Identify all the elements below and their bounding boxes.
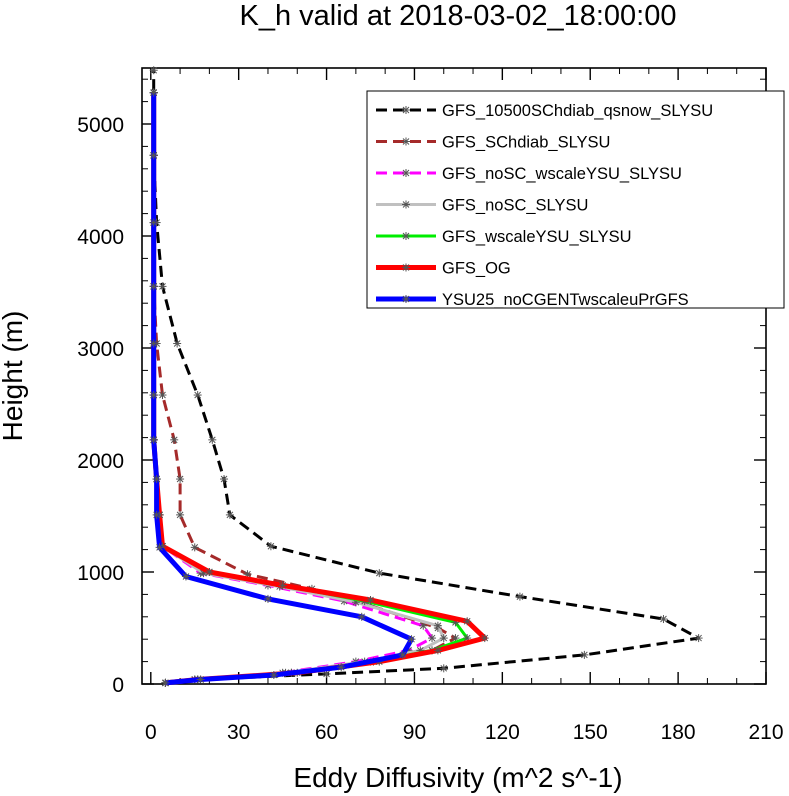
data-point bbox=[337, 663, 346, 672]
data-point bbox=[439, 664, 448, 673]
data-point bbox=[266, 542, 275, 551]
y-tick-label: 5000 bbox=[77, 114, 124, 137]
data-point bbox=[208, 435, 217, 444]
data-point bbox=[428, 634, 437, 643]
data-point bbox=[193, 391, 202, 400]
x-tick-label: 150 bbox=[573, 721, 608, 744]
legend-label: YSU25_noCGENTwscaleuPrGFS bbox=[442, 291, 689, 309]
data-point bbox=[149, 66, 158, 75]
legend-marker bbox=[402, 137, 410, 146]
series-7 bbox=[149, 88, 416, 687]
data-point bbox=[278, 581, 287, 590]
data-point bbox=[375, 569, 384, 578]
data-point bbox=[149, 151, 158, 160]
data-point bbox=[357, 612, 366, 621]
legend-marker bbox=[402, 200, 410, 209]
data-point bbox=[149, 282, 158, 291]
data-point bbox=[158, 282, 167, 291]
data-point bbox=[152, 510, 161, 519]
data-point bbox=[170, 435, 179, 444]
y-tick-labels: 0 1000 2000 3000 4000 5000 bbox=[77, 114, 124, 697]
legend-item: YSU25_noCGENTwscaleuPrGFS bbox=[376, 291, 689, 309]
data-point bbox=[152, 475, 161, 484]
x-tick-label: 180 bbox=[661, 721, 696, 744]
x-tick-label: 60 bbox=[315, 721, 338, 744]
chart-title: K_h valid at 2018-03-02_18:00:00 bbox=[240, 0, 677, 32]
data-point bbox=[161, 678, 170, 687]
legend-label: GFS_wscaleYSU_SLYSU bbox=[442, 228, 632, 246]
series-group bbox=[149, 66, 703, 687]
data-point bbox=[158, 391, 167, 400]
data-point bbox=[205, 568, 214, 576]
data-point bbox=[149, 339, 158, 348]
data-point bbox=[176, 510, 185, 519]
data-point bbox=[694, 634, 703, 643]
y-tick-label: 1000 bbox=[77, 562, 124, 585]
data-point bbox=[149, 391, 158, 400]
data-point bbox=[439, 634, 448, 643]
legend-label: GFS_OG bbox=[442, 260, 511, 278]
x-tick-label: 90 bbox=[403, 721, 426, 744]
legend-label: GFS_noSC_wscaleYSU_SLYSU bbox=[442, 165, 682, 183]
data-point bbox=[419, 621, 428, 630]
plot-frame bbox=[141, 67, 767, 685]
legend-item: GFS_noSC_wscaleYSU_SLYSU bbox=[376, 165, 682, 183]
data-point bbox=[181, 572, 190, 581]
legend-marker bbox=[402, 169, 410, 177]
data-point bbox=[190, 543, 199, 552]
data-point bbox=[580, 650, 589, 659]
data-point bbox=[366, 596, 375, 604]
legend-box bbox=[366, 90, 785, 309]
legend-item: GFS_wscaleYSU_SLYSU bbox=[376, 228, 632, 246]
data-point bbox=[149, 435, 158, 444]
y-tick-label: 3000 bbox=[77, 338, 124, 361]
data-point bbox=[196, 675, 205, 684]
y-tick-label: 2000 bbox=[77, 450, 124, 473]
legend-label: GFS_SChdiab_SLYSU bbox=[442, 134, 610, 152]
legend-item: GFS_SChdiab_SLYSU bbox=[376, 134, 610, 152]
legend-marker bbox=[402, 295, 410, 303]
x-axis-label: Eddy Diffusivity (m^2 s^-1) bbox=[293, 762, 622, 793]
legend-marker bbox=[402, 232, 410, 240]
legend-item: GFS_10500SChdiab_qsnow_SLYSU bbox=[376, 102, 713, 120]
x-tick-labels: 0 30 60 90 120 150 180 210 bbox=[145, 721, 784, 744]
legend-label: GFS_10500SChdiab_qsnow_SLYSU bbox=[442, 102, 713, 120]
legend-items: GFS_10500SChdiab_qsnow_SLYSU GFS_SChdiab_… bbox=[376, 102, 713, 309]
x-tick-label: 30 bbox=[227, 721, 250, 744]
legend-item: GFS_OG bbox=[376, 260, 511, 278]
data-point bbox=[149, 218, 158, 227]
legend-marker bbox=[402, 106, 410, 114]
data-point bbox=[480, 634, 489, 643]
x-tick-label: 210 bbox=[748, 721, 783, 744]
data-point bbox=[225, 510, 234, 519]
data-point bbox=[220, 475, 229, 484]
data-point bbox=[176, 475, 185, 484]
data-point bbox=[433, 621, 442, 630]
x-tick-label: 0 bbox=[145, 721, 157, 744]
x-tick-label: 120 bbox=[485, 721, 520, 744]
data-point bbox=[155, 543, 164, 552]
legend: GFS_10500SChdiab_qsnow_SLYSU GFS_SChdiab_… bbox=[366, 90, 785, 309]
data-point bbox=[433, 646, 442, 655]
data-point bbox=[398, 650, 407, 659]
y-tick-label: 0 bbox=[112, 674, 124, 697]
series-line bbox=[152, 70, 701, 685]
axis-ticks bbox=[142, 68, 767, 685]
data-point bbox=[149, 88, 158, 97]
data-point bbox=[407, 635, 416, 644]
data-point bbox=[269, 671, 278, 680]
data-point bbox=[173, 339, 182, 348]
y-axis-label: Height (m) bbox=[0, 311, 28, 442]
data-point bbox=[515, 592, 524, 601]
data-point bbox=[659, 615, 668, 624]
legend-label: GFS_noSC_SLYSU bbox=[442, 197, 588, 215]
y-tick-label: 4000 bbox=[77, 226, 124, 249]
legend-marker bbox=[402, 263, 410, 272]
legend-item: GFS_noSC_SLYSU bbox=[376, 197, 588, 215]
data-point bbox=[263, 594, 272, 603]
data-point bbox=[463, 617, 472, 626]
